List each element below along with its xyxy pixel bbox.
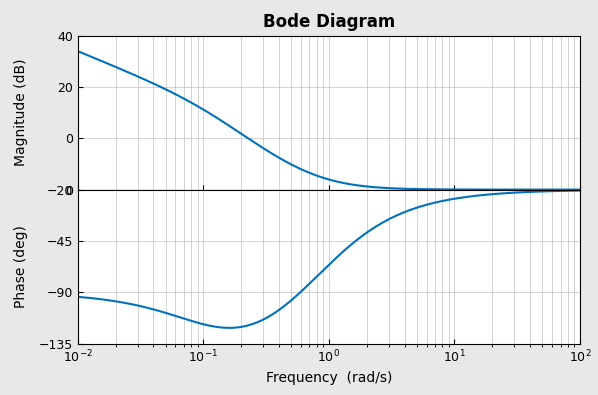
Title: Bode Diagram: Bode Diagram [263,13,395,31]
Y-axis label: Magnitude (dB): Magnitude (dB) [14,59,28,166]
Y-axis label: Phase (deg): Phase (deg) [14,225,28,308]
X-axis label: Frequency  (rad/s): Frequency (rad/s) [266,371,392,385]
